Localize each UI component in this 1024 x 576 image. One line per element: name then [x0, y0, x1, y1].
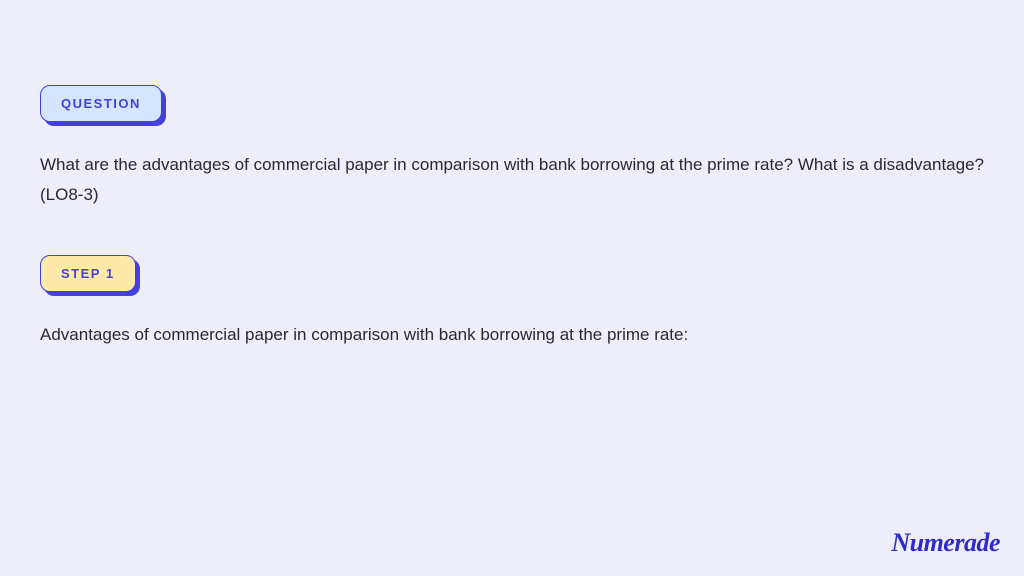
brand-logo: Numerade: [891, 528, 1000, 558]
step-badge: STEP 1: [40, 255, 136, 292]
step-badge-label: STEP 1: [61, 266, 115, 281]
question-badge-label: QUESTION: [61, 96, 141, 111]
content-area: QUESTION What are the advantages of comm…: [0, 0, 1024, 349]
step-text: Advantages of commercial paper in compar…: [40, 320, 984, 350]
question-text: What are the advantages of commercial pa…: [40, 150, 984, 210]
question-badge-wrapper: QUESTION: [40, 85, 162, 122]
question-badge: QUESTION: [40, 85, 162, 122]
step-badge-wrapper: STEP 1: [40, 255, 136, 292]
